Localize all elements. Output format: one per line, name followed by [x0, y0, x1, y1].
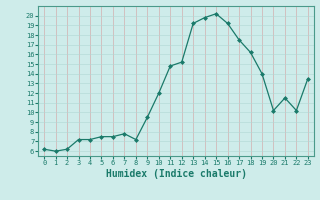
X-axis label: Humidex (Indice chaleur): Humidex (Indice chaleur)	[106, 169, 246, 179]
